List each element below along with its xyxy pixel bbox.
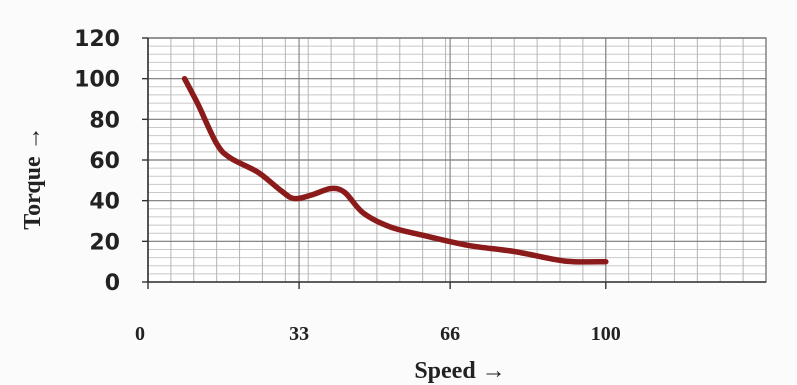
x-tick-label: 0 xyxy=(135,323,145,345)
series-layer xyxy=(181,75,609,265)
x-tick-label: 100 xyxy=(591,323,621,345)
series-line-0 xyxy=(181,75,609,265)
y-axis-title: Torque → xyxy=(20,126,46,229)
x-tick-label: 33 xyxy=(289,323,309,345)
y-tick-labels: 0 20 40 60 80 100 120 xyxy=(74,27,120,296)
y-tick-label: 20 xyxy=(89,230,120,255)
y-tick-label: 100 xyxy=(74,68,120,93)
x-tick-label: 66 xyxy=(440,323,460,345)
axes xyxy=(142,37,767,289)
y-tick-label: 0 xyxy=(105,271,120,296)
y-tick-label: 40 xyxy=(89,190,120,215)
x-axis-title: Speed → xyxy=(414,358,505,384)
y-tick-label: 60 xyxy=(89,149,120,174)
x-tick-labels: 0 33 66 100 xyxy=(135,323,621,345)
y-tick-label: 80 xyxy=(89,108,120,133)
y-tick-label: 120 xyxy=(74,27,120,52)
